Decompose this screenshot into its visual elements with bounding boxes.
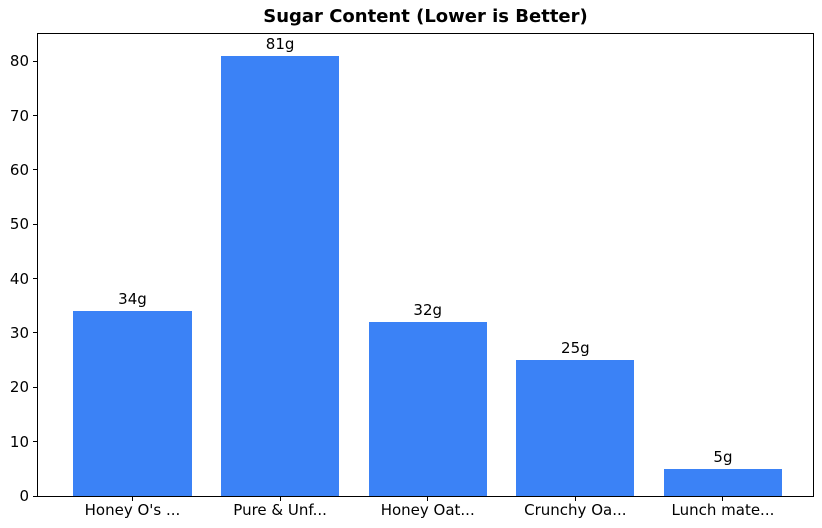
y-tick-label: 0 <box>19 487 29 505</box>
bar <box>73 311 192 496</box>
bar-value-label: 34g <box>118 290 147 309</box>
y-tick-mark <box>33 441 37 443</box>
x-tick-mark <box>427 497 429 501</box>
y-tick-mark <box>33 169 37 171</box>
x-tick-label: Crunchy Oa... <box>524 501 627 519</box>
y-tick-mark <box>33 223 37 225</box>
y-tick-mark <box>33 60 37 62</box>
x-tick-mark <box>722 497 724 501</box>
x-tick-mark <box>279 497 281 501</box>
y-tick-label: 20 <box>9 378 29 397</box>
bar-value-label: 81g <box>265 34 295 53</box>
y-tick-label: 80 <box>9 52 29 71</box>
y-tick-mark <box>33 278 37 280</box>
x-tick-label: Pure & Unf... <box>233 501 327 519</box>
y-tick-label: 70 <box>9 106 29 125</box>
bar-value-label: 5g <box>713 447 733 466</box>
y-tick-label: 50 <box>9 215 29 234</box>
y-tick-mark <box>33 332 37 334</box>
bar <box>221 55 340 496</box>
y-tick-label: 30 <box>9 323 29 342</box>
x-tick-label: Lunch mate... <box>671 501 775 519</box>
y-tick-mark <box>33 115 37 117</box>
bar-value-label: 25g <box>561 339 590 358</box>
y-tick-label: 60 <box>9 160 29 179</box>
x-tick-label: Honey Oat... <box>380 501 475 519</box>
chart-title: Sugar Content (Lower is Better) <box>263 6 588 27</box>
x-tick-mark <box>131 497 133 501</box>
x-tick-label: Honey O's ... <box>84 501 181 519</box>
y-tick-mark <box>33 386 37 388</box>
plot-area <box>37 33 814 497</box>
bar <box>368 322 487 496</box>
bar <box>663 468 782 496</box>
y-tick-mark <box>33 495 37 497</box>
y-tick-label: 10 <box>9 432 29 451</box>
bar <box>516 360 635 496</box>
bar-value-label: 32g <box>413 301 443 320</box>
y-tick-label: 40 <box>9 269 29 288</box>
x-tick-mark <box>574 497 576 501</box>
